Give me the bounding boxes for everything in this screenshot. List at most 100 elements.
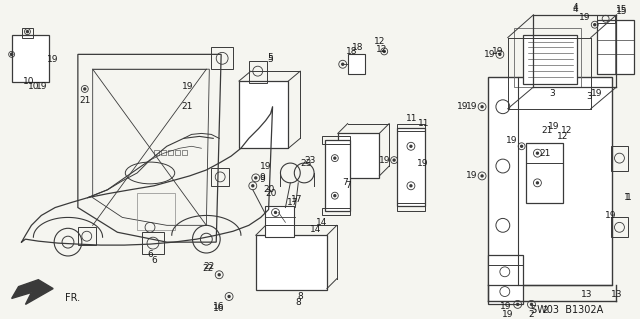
Text: 19: 19 [547, 122, 559, 131]
Text: 19: 19 [502, 310, 513, 319]
Text: 19: 19 [260, 161, 271, 171]
Bar [168, 150, 173, 155]
Text: SW03  B1302A: SW03 B1302A [531, 305, 604, 315]
Circle shape [536, 152, 538, 154]
Circle shape [26, 31, 28, 33]
Text: 19: 19 [591, 89, 602, 98]
Text: 12: 12 [374, 37, 385, 46]
Bar [249, 61, 267, 83]
Text: 5: 5 [268, 53, 273, 62]
Circle shape [342, 63, 344, 65]
Text: 17: 17 [287, 198, 298, 207]
Circle shape [410, 185, 412, 187]
Text: 6: 6 [147, 250, 153, 259]
Text: 19: 19 [492, 47, 504, 56]
Text: 4: 4 [572, 4, 578, 12]
Bar [161, 150, 166, 155]
Bar [348, 54, 365, 74]
Text: 3: 3 [586, 93, 592, 101]
Circle shape [410, 145, 412, 147]
Circle shape [334, 157, 336, 159]
Text: 19: 19 [47, 55, 59, 64]
Text: 3: 3 [549, 89, 555, 98]
Text: 9: 9 [260, 174, 266, 182]
Text: 19: 19 [484, 50, 496, 59]
Text: 12: 12 [561, 126, 573, 135]
Text: 19: 19 [467, 102, 478, 111]
Text: 8: 8 [296, 298, 301, 307]
Bar [514, 28, 581, 87]
Text: 8: 8 [298, 292, 303, 301]
Circle shape [594, 24, 596, 26]
Circle shape [11, 53, 13, 55]
Text: 19: 19 [378, 156, 390, 165]
Text: 20: 20 [265, 189, 276, 198]
Polygon shape [12, 280, 53, 304]
Circle shape [393, 159, 395, 161]
Bar [488, 255, 523, 304]
Circle shape [481, 175, 483, 177]
Text: 23: 23 [300, 159, 312, 167]
Bar [265, 205, 294, 237]
Bar [322, 137, 349, 144]
Text: 7: 7 [345, 181, 351, 190]
Circle shape [255, 177, 257, 179]
Text: 13: 13 [581, 290, 593, 299]
Bar [142, 232, 164, 254]
Text: 16: 16 [214, 302, 225, 311]
Text: 12: 12 [557, 132, 569, 141]
Text: 4: 4 [572, 5, 578, 14]
Text: 5: 5 [268, 55, 273, 64]
Text: 2: 2 [543, 306, 548, 315]
Text: FR.: FR. [65, 293, 80, 303]
Bar [611, 146, 628, 171]
Circle shape [228, 295, 230, 298]
Text: 6: 6 [151, 256, 157, 265]
Bar [397, 129, 425, 205]
Text: 21: 21 [540, 149, 551, 158]
Circle shape [531, 303, 532, 305]
Text: 11: 11 [418, 119, 429, 128]
Text: 11: 11 [406, 114, 418, 123]
Bar [596, 15, 614, 23]
Text: 9: 9 [260, 175, 266, 184]
Circle shape [520, 145, 523, 147]
Bar [12, 34, 49, 82]
Text: 19: 19 [182, 83, 193, 92]
Text: 15: 15 [616, 7, 627, 16]
Circle shape [218, 274, 220, 276]
Text: 15: 15 [616, 5, 627, 14]
Bar [78, 227, 95, 245]
Circle shape [252, 185, 254, 187]
Text: 21: 21 [181, 102, 192, 111]
Text: 19: 19 [500, 302, 511, 311]
Text: 14: 14 [310, 225, 322, 234]
Text: 14: 14 [316, 218, 328, 227]
Bar [137, 193, 175, 230]
Text: 19: 19 [605, 211, 616, 220]
Bar [596, 20, 634, 74]
Text: 18: 18 [352, 43, 364, 52]
Text: 21: 21 [79, 96, 90, 105]
Text: 22: 22 [203, 264, 214, 273]
Text: 19: 19 [467, 171, 478, 181]
Bar [211, 168, 229, 186]
Text: 20: 20 [263, 185, 275, 194]
Bar [397, 203, 425, 211]
Text: 16: 16 [214, 304, 225, 313]
Bar [523, 34, 577, 84]
Circle shape [334, 195, 336, 197]
Bar [211, 48, 233, 69]
Bar [338, 133, 380, 178]
Text: 22: 22 [204, 262, 215, 271]
Text: 1: 1 [625, 193, 631, 202]
Bar [175, 150, 180, 155]
Bar [525, 143, 563, 203]
Circle shape [84, 88, 86, 90]
Text: 10: 10 [28, 83, 39, 92]
Bar [397, 123, 425, 131]
Text: 19: 19 [506, 136, 518, 145]
Text: 19: 19 [456, 102, 468, 111]
Text: 1: 1 [623, 193, 629, 202]
Circle shape [481, 106, 483, 108]
